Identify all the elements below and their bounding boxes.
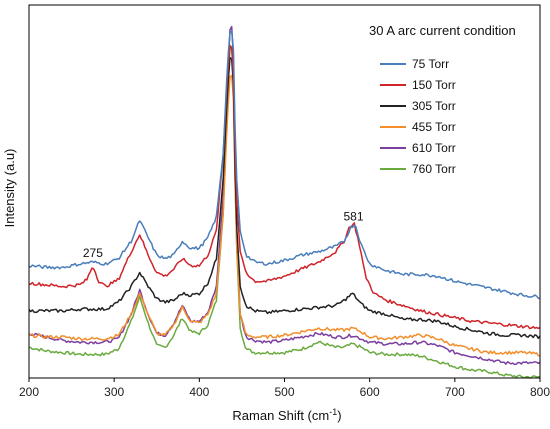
peak-label: 275 [83,246,103,260]
legend-item: 305 Torr [380,99,456,113]
y-axis-title: Intensity (a.u) [2,149,17,228]
legend-label: 75 Torr [412,57,449,71]
legend-label: 305 Torr [412,99,456,113]
legend-item: 455 Torr [380,120,456,134]
x-tick-label: 200 [19,385,39,399]
series-line-760-torr [28,45,541,379]
legend-label: 760 Torr [412,162,456,176]
series-lines [28,25,541,379]
x-tick-label: 400 [189,385,209,399]
legend-item: 150 Torr [380,78,456,92]
x-ticks: 200 300 400 500 600 700 800 [19,378,550,399]
x-tick-label: 500 [274,385,294,399]
plot-frame [28,4,541,379]
legend-item: 75 Torr [380,57,449,71]
series-line-305-torr [28,56,541,340]
x-tick-label: 800 [530,385,550,399]
legend-label: 150 Torr [412,78,456,92]
legend: 75 Torr 150 Torr 305 Torr 455 Torr 610 Torr 7… [380,57,456,176]
x-tick-label: 600 [360,385,380,399]
x-axis-title: Raman Shift (cm-1) [232,407,341,423]
series-line-455-torr [28,74,541,357]
x-tick-label: 300 [104,385,124,399]
legend-label: 610 Torr [412,141,456,155]
legend-item: 760 Torr [380,162,456,176]
series-line-150-torr [28,44,541,330]
legend-label: 455 Torr [412,120,456,134]
condition-label: 30 A arc current condition [369,23,516,38]
peak-label: 581 [343,209,363,223]
legend-item: 610 Torr [380,141,456,155]
axes [28,4,541,379]
series-line-610-torr [28,25,541,366]
x-tick-label: 700 [445,385,465,399]
series-line-75-torr [28,30,541,300]
peak-annotations: 275 581 [83,209,364,260]
